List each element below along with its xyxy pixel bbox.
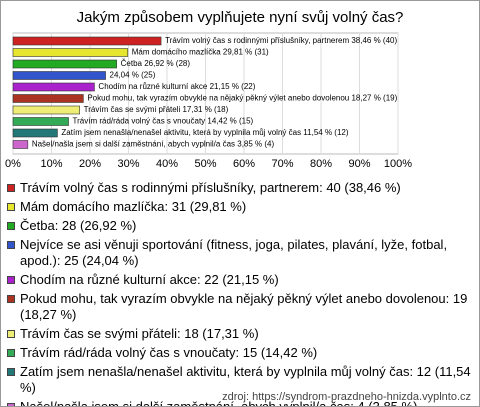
x-tick-label: 90% <box>348 158 370 170</box>
bar <box>12 82 95 92</box>
x-tick-label: 30% <box>117 158 139 170</box>
legend-label: Četba: 28 (26,92 %) <box>20 218 137 233</box>
legend-label: Nejvíce se asi věnuji sportování (fitnes… <box>20 237 448 268</box>
x-tick-label: 20% <box>79 158 101 170</box>
legend-swatch <box>7 349 15 357</box>
legend-item: Pokud mohu, tak vyrazím obvykle na nějak… <box>7 291 473 323</box>
legend-item: Mám domácího mazlíčka: 31 (29,81 %) <box>7 199 473 215</box>
bar <box>12 140 29 149</box>
legend-item: Četba: 28 (26,92 %) <box>7 218 473 234</box>
chart: Jakým způsobem vyplňujete nyní svůj voln… <box>5 9 412 170</box>
legend-item: Zatím jsem nenašla/nenašel aktivitu, kte… <box>7 364 473 396</box>
bar-label: Mám domácího mazlíčka 29,81 % (31) <box>132 48 269 57</box>
legend-label: Trávím rád/ráda volný čas s vnoučaty: 15… <box>20 345 318 360</box>
bar-label: Četba 26,92 % (28) <box>121 59 191 68</box>
chart-title: Jakým způsobem vyplňujete nyní svůj voln… <box>77 9 404 26</box>
legend-item: Našel/našla jsem si další zaměstnání, ab… <box>7 399 473 407</box>
legend-swatch <box>7 368 15 376</box>
bar-label: Trávím čas se svými přáteli 17,31 % (18) <box>84 105 229 114</box>
legend-item: Trávím volný čas s rodinnými příslušníky… <box>7 180 473 196</box>
legend-swatch <box>7 203 15 211</box>
bar-label: Trávím volný čas s rodinnými příslušníky… <box>165 36 397 45</box>
legend-label: Trávím volný čas s rodinnými příslušníky… <box>20 180 401 195</box>
bar-label: Našel/našla jsem si další zaměstnání, ab… <box>32 140 275 149</box>
bar <box>12 128 58 138</box>
legend-label: Chodím na různé kulturní akce: 22 (21,15… <box>20 272 279 287</box>
bar-label: Zatím jsem nenašla/nenašel aktivitu, kte… <box>61 128 348 137</box>
bar-label: Chodím na různé kulturní akce 21,15 % (2… <box>98 82 255 91</box>
x-tick-label: 80% <box>310 158 332 170</box>
x-tick-label: 0% <box>5 158 21 170</box>
legend-label: Našel/našla jsem si další zaměstnání, ab… <box>20 399 418 407</box>
bar <box>12 48 129 57</box>
bar <box>12 117 69 126</box>
bar-label: Trávím rád/ráda volný čas s vnoučaty 14,… <box>73 117 254 126</box>
legend-swatch <box>7 403 15 406</box>
bar <box>12 59 117 69</box>
legend-swatch <box>7 222 15 230</box>
legend-label: Zatím jsem nenašla/nenašel aktivitu, kte… <box>20 364 471 395</box>
bar <box>12 71 106 80</box>
legend-swatch <box>7 184 15 192</box>
legend-swatch <box>7 241 15 249</box>
bar-label: Pokud mohu, tak vyrazím obvykle na nějak… <box>87 94 397 103</box>
bar <box>12 105 80 115</box>
legend-swatch <box>7 295 15 303</box>
bar <box>12 36 162 46</box>
bar <box>12 94 84 103</box>
legend-item: Chodím na různé kulturní akce: 22 (21,15… <box>7 272 473 288</box>
bar-label: 24,04 % (25) <box>110 71 156 80</box>
legend-item: Nejvíce se asi věnuji sportování (fitnes… <box>7 237 473 269</box>
legend-swatch <box>7 330 15 338</box>
legend: Trávím volný čas s rodinnými příslušníky… <box>7 180 473 407</box>
legend-label: Trávím čas se svými přáteli: 18 (17,31 %… <box>20 326 259 341</box>
x-tick-label: 40% <box>156 158 178 170</box>
legend-label: Pokud mohu, tak vyrazím obvykle na nějak… <box>20 291 468 322</box>
source: zdroj: https://syndrom-prazdneho-hnizda.… <box>222 391 471 403</box>
legend-item: Trávím čas se svými přáteli: 18 (17,31 %… <box>7 326 473 342</box>
legend-swatch <box>7 276 15 284</box>
x-tick-label: 50% <box>194 158 216 170</box>
legend-label: Mám domácího mazlíčka: 31 (29,81 %) <box>20 199 247 214</box>
x-tick-label: 60% <box>233 158 255 170</box>
legend-item: Trávím rád/ráda volný čas s vnoučaty: 15… <box>7 345 473 361</box>
x-tick-label: 100% <box>384 158 412 170</box>
x-tick-label: 70% <box>271 158 293 170</box>
x-tick-label: 10% <box>40 158 62 170</box>
